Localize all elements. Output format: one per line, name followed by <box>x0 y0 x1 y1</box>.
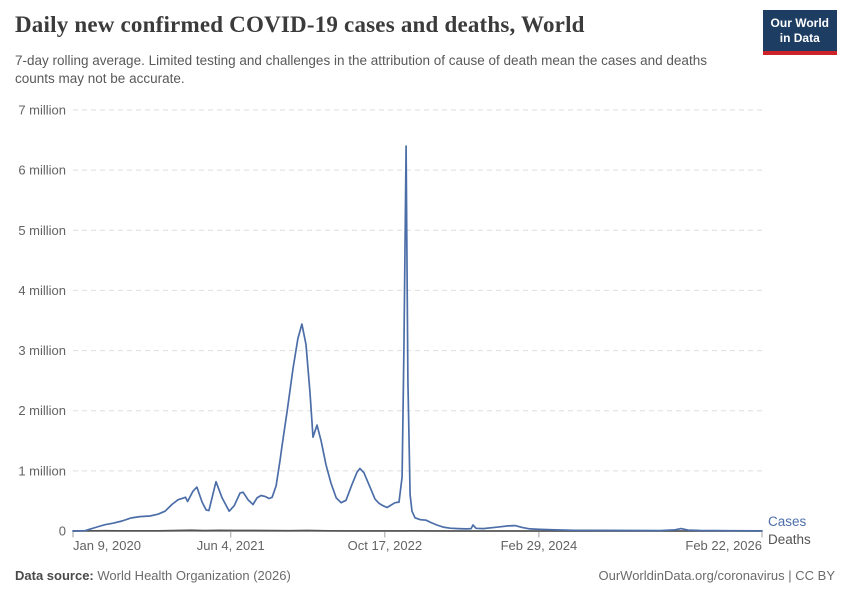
license-link[interactable]: OurWorldinData.org/coronavirus | CC BY <box>598 568 835 583</box>
data-source-label: Data source: <box>15 568 94 583</box>
deaths-line <box>72 529 763 532</box>
x-tick-label: Jun 4, 2021 <box>197 538 265 553</box>
x-tick-label: Feb 29, 2024 <box>501 538 578 553</box>
y-tick-label: 1 million <box>18 463 66 478</box>
y-tick-label: 7 million <box>18 103 66 118</box>
chart-title: Daily new confirmed COVID-19 cases and d… <box>15 12 585 37</box>
chart-footer: Data source: World Health Organization (… <box>15 568 835 583</box>
data-source-value: World Health Organization (2026) <box>93 568 291 583</box>
y-tick-label: 3 million <box>18 343 66 358</box>
y-tick-label: 0 <box>59 524 66 539</box>
deaths-series-label[interactable]: Deaths <box>768 532 811 547</box>
y-tick-label: 5 million <box>18 223 66 238</box>
owid-logo-line2: in Data <box>779 31 820 45</box>
y-tick-label: 2 million <box>18 403 66 418</box>
y-tick-label: 6 million <box>18 163 66 178</box>
chart-subtitle: 7-day rolling average. Limited testing a… <box>15 53 707 86</box>
cases-series-label[interactable]: Cases <box>768 514 807 529</box>
x-tick-label: Jan 9, 2020 <box>73 538 141 553</box>
cases-line <box>72 145 763 532</box>
owid-logo-line1: Our World <box>770 16 829 30</box>
x-tick-label: Oct 17, 2022 <box>348 538 422 553</box>
data-source-note: Data source: World Health Organization (… <box>15 568 291 583</box>
owid-logo[interactable]: Our World in Data <box>762 10 837 55</box>
y-tick-label: 4 million <box>18 283 66 298</box>
x-tick-label: Feb 22, 2026 <box>685 538 762 553</box>
